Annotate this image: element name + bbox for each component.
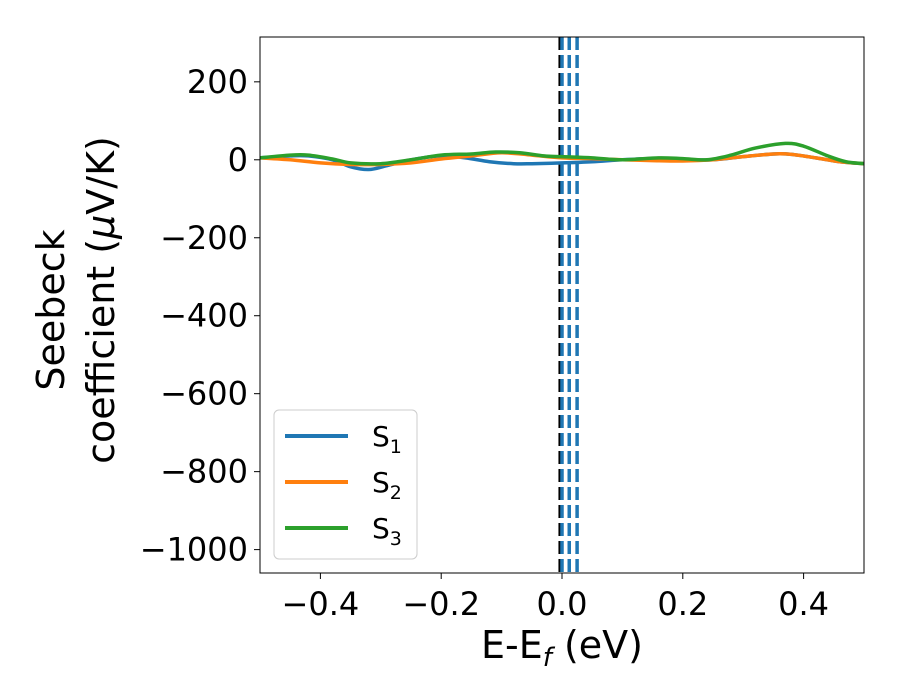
y-axis-label: Seebeck coefficient (μV/K) <box>29 136 123 464</box>
legend-label-s1: S1 <box>372 420 402 458</box>
x-tick-label: 0.4 <box>778 585 829 623</box>
y-axis-label-line2: coefficient (μV/K) <box>79 136 123 464</box>
y-tick-label: −800 <box>160 453 248 491</box>
series-lines <box>260 141 864 172</box>
x-tick-label: −0.4 <box>282 585 360 623</box>
y-tick-label: −1000 <box>140 531 248 569</box>
y-axis-ticks: 200 0 −200 −400 −600 −800 −1000 <box>140 63 260 569</box>
legend: S1 S2 S3 <box>273 409 418 560</box>
legend-label-s2: S2 <box>372 466 402 504</box>
x-tick-label: 0.0 <box>537 585 588 623</box>
legend-box <box>273 409 418 560</box>
y-tick-label: 0 <box>228 141 248 179</box>
y-tick-label: −400 <box>160 297 248 335</box>
legend-label-s3: S3 <box>372 512 402 550</box>
y-tick-label: −200 <box>160 219 248 257</box>
y-tick-label: 200 <box>187 63 248 101</box>
x-tick-label: 0.2 <box>657 585 708 623</box>
x-tick-label: −0.2 <box>402 585 480 623</box>
y-axis-label-line1: Seebeck <box>29 229 73 390</box>
y-tick-label: −600 <box>160 375 248 413</box>
series-line-s3 <box>260 141 864 166</box>
x-axis-label: E-Ef (eV) <box>481 623 643 673</box>
x-axis-ticks: −0.4 −0.2 0.0 0.2 0.4 <box>282 573 829 623</box>
